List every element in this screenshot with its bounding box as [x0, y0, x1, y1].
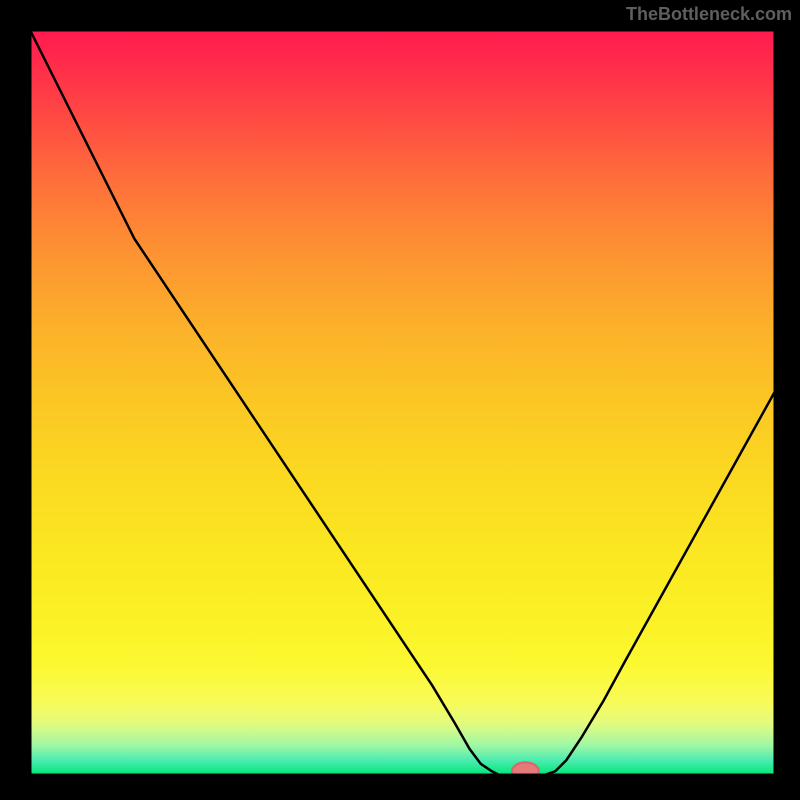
chart-background: [30, 30, 775, 775]
optimal-indicator: [512, 762, 539, 775]
bottleneck-chart: [30, 30, 775, 775]
watermark-text: TheBottleneck.com: [626, 4, 792, 25]
